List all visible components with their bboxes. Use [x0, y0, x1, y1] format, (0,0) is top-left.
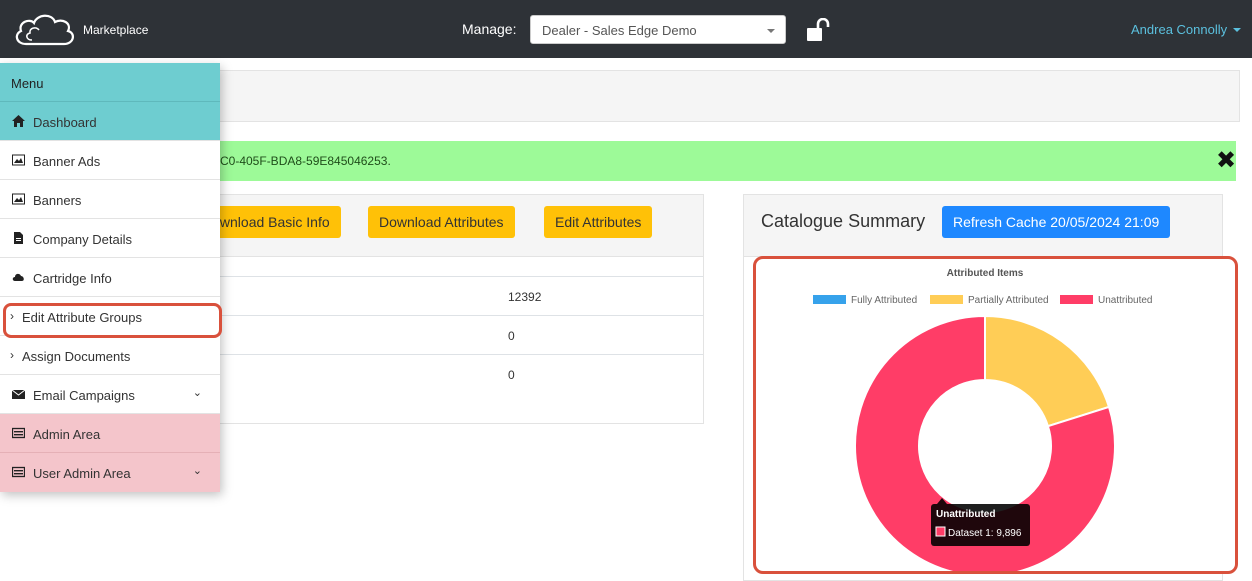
sidebar-item-banners[interactable]: Banners	[0, 180, 220, 219]
legend-label[interactable]: Partially Attributed	[968, 295, 1049, 306]
image-icon	[12, 154, 25, 166]
sidebar-item-assign-documents[interactable]: › Assign Documents	[0, 336, 220, 375]
sidebar-item-label: Dashboard	[33, 115, 97, 130]
legend-swatch[interactable]	[813, 295, 846, 304]
sidebar-item-dashboard[interactable]: Dashboard	[0, 102, 220, 141]
page-header-panel	[16, 70, 1240, 122]
row-value: 0	[508, 368, 515, 382]
chevron-down-icon: ⌄	[192, 387, 202, 399]
admin-icon	[12, 466, 25, 478]
caret-down-icon	[1233, 28, 1242, 32]
sidebar-item-admin-area[interactable]: Admin Area	[0, 414, 220, 453]
legend-swatch[interactable]	[1060, 295, 1093, 304]
manage-label: Manage:	[462, 21, 517, 37]
row-value: 12392	[508, 290, 542, 304]
unlock-icon[interactable]	[806, 18, 832, 42]
manage-select-value: Dealer - Sales Edge Demo	[542, 23, 697, 38]
sidebar-item-email-campaigns[interactable]: Email Campaigns ⌄	[0, 375, 220, 414]
sidebar-item-label: Banner Ads	[33, 154, 101, 169]
cloud-icon	[12, 273, 24, 281]
sidebar-item-user-admin-area[interactable]: User Admin Area ⌄	[0, 453, 220, 492]
chevron-right-icon: ›	[10, 348, 14, 362]
pie-slice-partially-attributed[interactable]	[984, 314, 1111, 428]
sidebar-item-label: Admin Area	[33, 427, 101, 442]
caret-down-icon	[767, 29, 775, 33]
sidebar-item-label: Company Details	[33, 232, 132, 247]
home-icon	[12, 115, 25, 127]
row-divider	[217, 315, 703, 316]
user-menu[interactable]: Andrea Connolly	[1131, 22, 1242, 37]
tooltip-swatch	[935, 526, 946, 537]
menu-header: Menu	[0, 63, 220, 102]
card-header: Catalogue Summary Refresh Cache 20/05/20…	[744, 195, 1222, 257]
download-attributes-button[interactable]: Download Attributes	[368, 206, 515, 238]
legend-label[interactable]: Fully Attributed	[851, 295, 917, 306]
chart-tooltip	[931, 504, 1030, 546]
legend-label[interactable]: Unattributed	[1098, 295, 1152, 306]
tooltip-label: Dataset 1: 9,896	[948, 528, 1022, 539]
tooltip-title: Unattributed	[936, 509, 995, 520]
sidebar-item-label: User Admin Area	[33, 466, 131, 481]
sidebar-item-label: Cartridge Info	[33, 271, 112, 286]
manage-dealer-select[interactable]: Dealer - Sales Edge Demo	[530, 15, 786, 44]
chart-title: Attributed Items	[947, 268, 1024, 279]
sidebar-item-company-details[interactable]: Company Details	[0, 219, 220, 258]
admin-icon	[12, 427, 25, 439]
user-name: Andrea Connolly	[1131, 22, 1228, 37]
sidebar-item-label: Assign Documents	[22, 349, 131, 364]
highlight-box	[3, 303, 222, 338]
envelope-icon	[12, 389, 25, 399]
brand-name[interactable]: Marketplace	[83, 23, 149, 37]
row-value: 0	[508, 329, 515, 343]
document-icon	[14, 232, 23, 244]
close-icon[interactable]: ✖	[1216, 147, 1237, 174]
chevron-right-icon: ›	[10, 309, 14, 323]
doughnut-chart-svg[interactable]: Attributed Items Fully Attributed Partiall…	[756, 259, 1235, 571]
sidebar-item-label: Banners	[33, 193, 82, 208]
legend-swatch[interactable]	[930, 295, 963, 304]
edit-attributes-button[interactable]: Edit Attributes	[544, 206, 653, 238]
sidebar-item-cartridge-info[interactable]: Cartridge Info	[0, 258, 220, 297]
sidebar-item-banner-ads[interactable]: Banner Ads	[0, 141, 220, 180]
refresh-cache-button[interactable]: Refresh Cache 20/05/2024 21:09	[942, 206, 1171, 238]
chevron-down-icon: ⌄	[192, 465, 202, 477]
cloud-logo-icon[interactable]	[12, 10, 78, 48]
tooltip-arrow	[937, 498, 947, 504]
image-icon	[12, 193, 25, 205]
sidebar-item-label: Edit Attribute Groups	[22, 310, 142, 325]
alert-text: C0-405F-BDA8-59E845046253.	[220, 154, 391, 168]
sidebar-menu: Menu Dashboard Banner Ads Banners Compan…	[0, 63, 220, 492]
sidebar-item-label: Email Campaigns	[33, 388, 135, 403]
menu-title: Menu	[11, 76, 44, 91]
attributed-items-chart[interactable]: Attributed Items Fully Attributed Partiall…	[753, 256, 1238, 574]
row-divider	[217, 276, 703, 277]
row-divider	[217, 354, 703, 355]
top-navbar: Marketplace Manage: Dealer - Sales Edge …	[0, 0, 1252, 58]
catalogue-summary-title: Catalogue Summary	[761, 211, 926, 231]
